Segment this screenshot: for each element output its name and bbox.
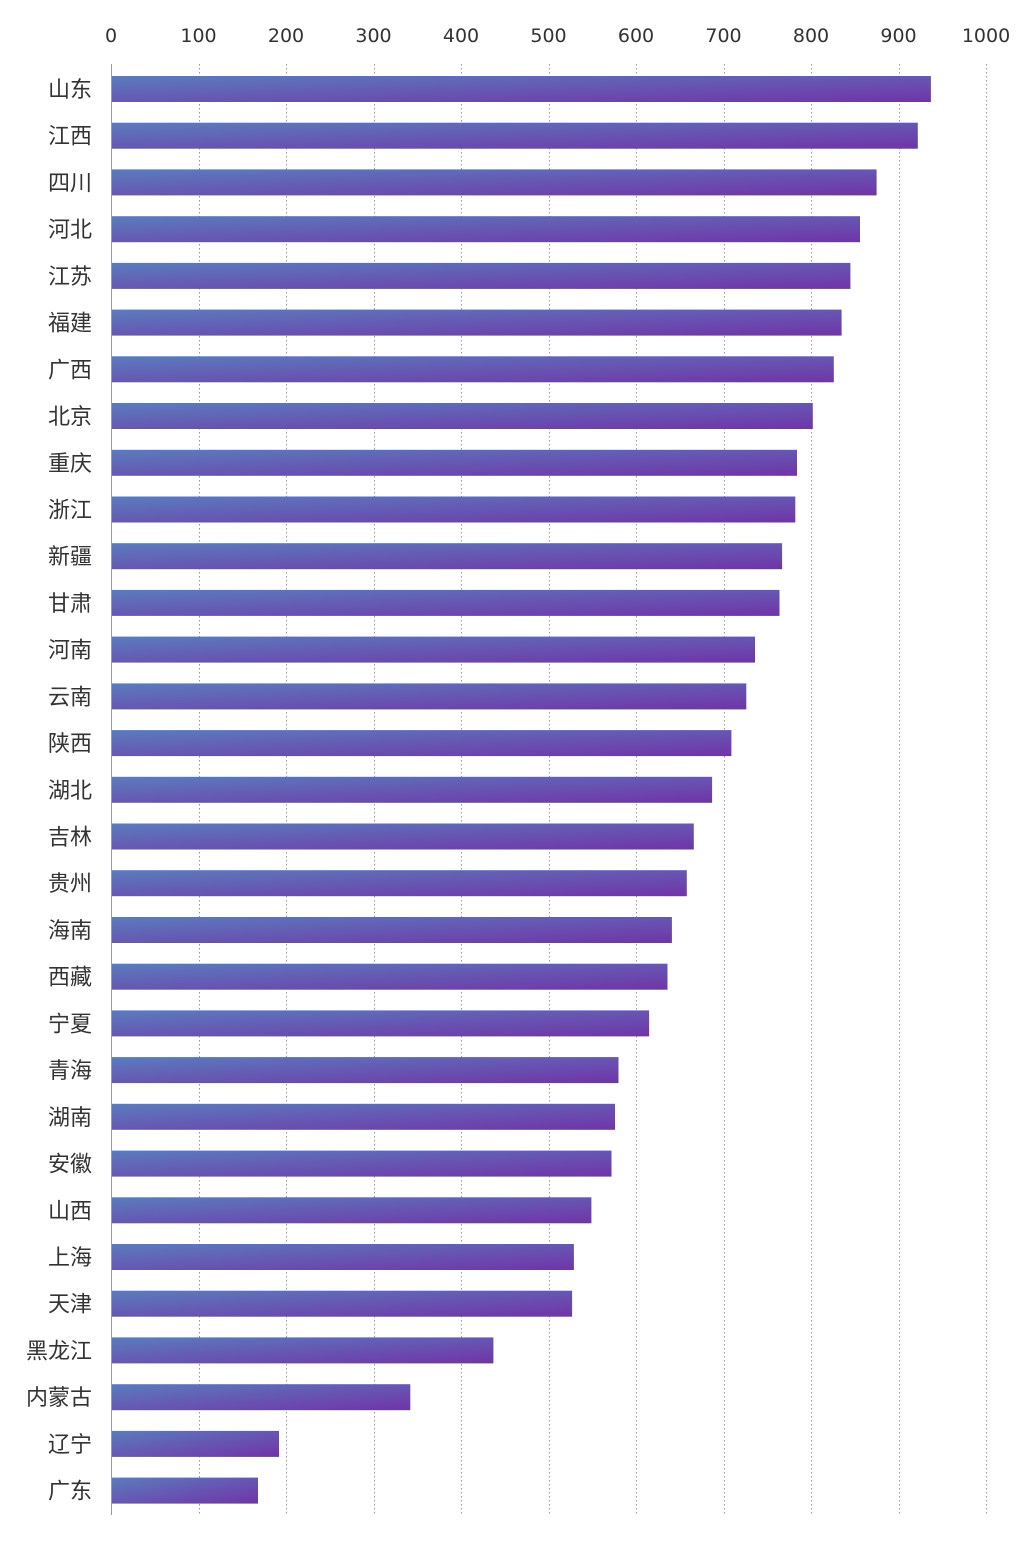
- category-label: 陕西: [48, 732, 92, 757]
- bar: [112, 169, 877, 196]
- x-tick-label: 0: [105, 25, 117, 47]
- bar: [112, 1477, 258, 1504]
- category-label: 吉林: [48, 826, 92, 851]
- x-tick-label: 100: [180, 25, 216, 47]
- x-tick-label: 200: [268, 25, 304, 47]
- bar: [112, 1010, 650, 1037]
- bar: [112, 76, 931, 102]
- category-label: 青海: [48, 1059, 92, 1084]
- category-label: 宁夏: [48, 1012, 92, 1037]
- bar: [112, 1290, 573, 1317]
- x-tick-label: 900: [880, 25, 916, 47]
- category-label: 浙江: [48, 499, 92, 524]
- category-label: 内蒙古: [26, 1386, 92, 1411]
- category-label: 西藏: [48, 966, 92, 991]
- category-label: 辽宁: [48, 1433, 92, 1458]
- bar: [112, 1150, 612, 1177]
- category-label: 江西: [48, 125, 92, 150]
- category-label: 安徽: [48, 1153, 92, 1178]
- bar: [112, 496, 796, 523]
- bar: [112, 963, 668, 990]
- bar: [112, 917, 672, 943]
- x-tick-label: 500: [530, 25, 566, 47]
- bar: [112, 683, 747, 710]
- bar: [112, 1430, 279, 1457]
- category-label: 云南: [48, 685, 92, 710]
- category-label: 湖南: [48, 1106, 92, 1131]
- x-tick-label: 600: [618, 25, 654, 47]
- bar: [112, 589, 780, 616]
- category-label: 广西: [48, 358, 92, 383]
- category-label: 山东: [48, 78, 92, 103]
- x-tick-label: 700: [705, 25, 741, 47]
- category-label: 福建: [48, 312, 92, 337]
- category-label: 广东: [48, 1480, 92, 1505]
- category-label: 黑龙江: [26, 1339, 92, 1364]
- category-label: 江苏: [48, 265, 92, 290]
- category-label: 上海: [48, 1246, 92, 1271]
- bars: [112, 76, 931, 1504]
- category-label: 河北: [48, 218, 92, 243]
- x-axis-ticks: 0 100 200 300 400 500 600 700 800 900 1000: [105, 25, 1010, 47]
- bar: [112, 356, 834, 383]
- bar: [112, 1103, 615, 1130]
- bar: [112, 636, 755, 663]
- bar: [112, 1337, 494, 1364]
- category-label: 甘肃: [48, 592, 92, 617]
- bar: [112, 776, 713, 803]
- category-label: 新疆: [48, 545, 92, 570]
- category-label: 北京: [48, 405, 92, 430]
- category-label: 湖北: [48, 779, 92, 804]
- bar: [112, 1244, 574, 1270]
- category-label: 海南: [48, 919, 92, 944]
- bar: [112, 1384, 411, 1411]
- x-tick-label: 1000: [962, 25, 1010, 47]
- bar: [112, 309, 842, 336]
- category-label: 贵州: [48, 872, 92, 897]
- bar: [112, 1057, 619, 1084]
- bar: [112, 543, 783, 570]
- bar: [112, 823, 694, 850]
- category-label: 河南: [48, 639, 92, 664]
- bar: [112, 1197, 592, 1224]
- bar: [112, 403, 813, 429]
- bar: [112, 122, 918, 149]
- bar: [112, 870, 687, 897]
- x-tick-label: 400: [443, 25, 479, 47]
- category-label: 四川: [48, 171, 92, 196]
- bar: [112, 262, 851, 289]
- category-label: 山西: [48, 1199, 92, 1224]
- category-labels: 山东江西四川河北江苏福建广西北京重庆浙江新疆甘肃河南云南陕西湖北吉林贵州海南西藏…: [26, 78, 92, 1505]
- x-tick-label: 300: [355, 25, 391, 47]
- bar: [112, 449, 797, 476]
- category-label: 重庆: [48, 452, 92, 477]
- bar: [112, 216, 860, 243]
- category-label: 天津: [48, 1293, 92, 1318]
- bar: [112, 730, 732, 757]
- x-tick-label: 800: [793, 25, 829, 47]
